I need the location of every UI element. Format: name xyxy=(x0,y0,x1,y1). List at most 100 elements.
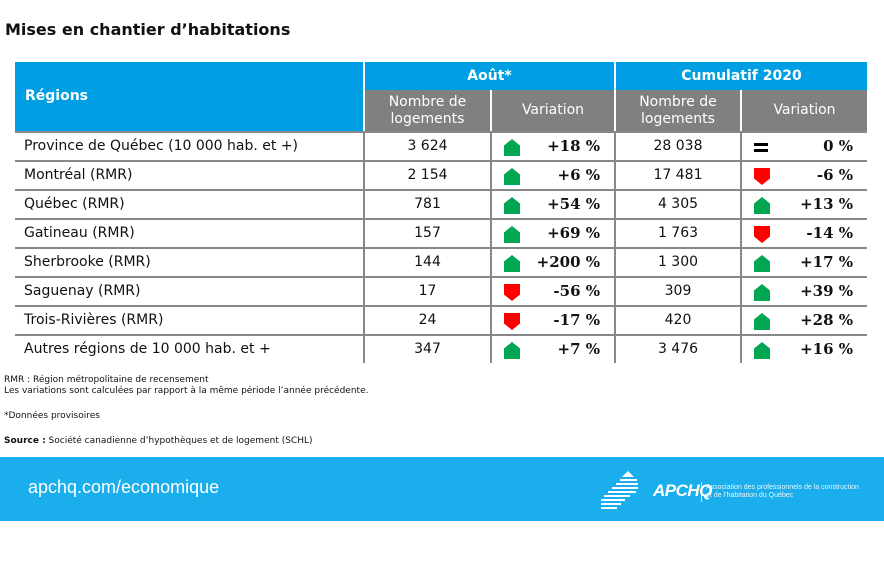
aout-nombre: 781 xyxy=(363,191,490,218)
arrow-down-icon xyxy=(504,284,520,301)
variation-value: -6 % xyxy=(816,166,853,184)
aout-variation-cell: +18 % xyxy=(490,133,614,160)
variation-value: +17 % xyxy=(800,253,853,271)
variation-value: +7 % xyxy=(557,340,600,358)
table-header: Régions Août* Cumulatif 2020 Nombre de lo… xyxy=(15,62,867,131)
cumul-variation-cell: +13 % xyxy=(740,191,867,218)
note-provisoires: *Données provisoires xyxy=(4,411,100,421)
note-rmr: RMR : Région métropolitaine de recenseme… xyxy=(4,375,209,385)
aout-nombre: 157 xyxy=(363,220,490,247)
aout-nombre: 2 154 xyxy=(363,162,490,189)
aout-variation-cell: +7 % xyxy=(490,336,614,363)
cumul-nombre: 17 481 xyxy=(614,162,740,189)
cumul-nombre: 4 305 xyxy=(614,191,740,218)
arrow-up-icon xyxy=(504,255,520,272)
arrow-up-icon xyxy=(504,197,520,214)
source-label: Source : xyxy=(4,436,46,446)
aout-variation-cell: -17 % xyxy=(490,307,614,334)
arrow-up-icon xyxy=(754,197,770,214)
note-variations: Les variations sont calculées par rappor… xyxy=(4,386,369,396)
cumul-nombre: 28 038 xyxy=(614,133,740,160)
page-title: Mises en chantier d’habitations xyxy=(5,20,291,39)
housing-starts-table: Régions Août* Cumulatif 2020 Nombre de lo… xyxy=(15,62,867,363)
variation-value: -56 % xyxy=(553,282,600,300)
aout-nombre: 17 xyxy=(363,278,490,305)
footer-banner: apchq.com/economique APCHQ Association d… xyxy=(0,457,884,521)
cumul-variation-cell: +28 % xyxy=(740,307,867,334)
header-group-cumulatif: Cumulatif 2020 xyxy=(614,62,867,90)
arrow-down-icon xyxy=(754,226,770,243)
association-line2: et de l’habitation du Québec xyxy=(706,492,794,499)
source-text: Société canadienne d’hypothèques et de l… xyxy=(45,436,313,446)
cumul-nombre: 3 476 xyxy=(614,336,740,363)
header-regions: Régions xyxy=(15,62,363,131)
aout-variation-cell: +6 % xyxy=(490,162,614,189)
region-name: Trois-Rivières (RMR) xyxy=(24,312,164,328)
region-name: Saguenay (RMR) xyxy=(24,283,141,299)
table-row: Province de Québec (10 000 hab. et +) 3 6… xyxy=(15,131,867,160)
aout-nombre: 3 624 xyxy=(363,133,490,160)
arrow-up-icon xyxy=(504,226,520,243)
region-name: Autres régions de 10 000 hab. et + xyxy=(24,341,271,357)
aout-nombre: 144 xyxy=(363,249,490,276)
header-group-aout: Août* xyxy=(363,62,614,90)
region-name: Sherbrooke (RMR) xyxy=(24,254,151,270)
aout-variation-cell: -56 % xyxy=(490,278,614,305)
region-name: Province de Québec (10 000 hab. et +) xyxy=(24,138,299,154)
cumul-nombre: 1 300 xyxy=(614,249,740,276)
table-row: Montréal (RMR) 2 154 +6 % 17 481 -6 % xyxy=(15,160,867,189)
variation-value: +54 % xyxy=(547,195,600,213)
variation-value: +28 % xyxy=(800,311,853,329)
header-aout-nombre: Nombre de logements xyxy=(363,90,490,131)
variation-value: +13 % xyxy=(800,195,853,213)
apchq-logo: APCHQ Association des professionnels de … xyxy=(598,469,884,511)
variation-value: -14 % xyxy=(806,224,853,242)
table-row: Québec (RMR) 781 +54 % 4 305 +13 % xyxy=(15,189,867,218)
arrow-up-icon xyxy=(504,168,520,185)
table-row: Trois-Rivières (RMR) 24 -17 % 420 +28 % xyxy=(15,305,867,334)
arrow-down-icon xyxy=(504,313,520,330)
table-row: Autres régions de 10 000 hab. et + 347 +7 … xyxy=(15,334,867,363)
note-source: Source : Société canadienne d’hypothèque… xyxy=(4,436,368,447)
variation-value: +6 % xyxy=(557,166,600,184)
variation-value: +69 % xyxy=(547,224,600,242)
association-name: Association des professionnels de la con… xyxy=(706,484,859,500)
arrow-up-icon xyxy=(504,139,520,156)
variation-value: -17 % xyxy=(553,311,600,329)
variation-value: 0 % xyxy=(823,137,853,155)
variation-value: +39 % xyxy=(800,282,853,300)
arrow-up-icon xyxy=(754,284,770,301)
region-name: Montréal (RMR) xyxy=(24,167,133,183)
header-aout-variation: Variation xyxy=(490,90,614,131)
header-cumul-variation: Variation xyxy=(740,90,867,131)
apchq-house-icon xyxy=(601,471,638,509)
arrow-up-icon xyxy=(754,313,770,330)
cumul-variation-cell: 0 % xyxy=(740,133,867,160)
variation-value: +16 % xyxy=(800,340,853,358)
table-row: Gatineau (RMR) 157 +69 % 1 763 -14 % xyxy=(15,218,867,247)
cumul-variation-cell: +16 % xyxy=(740,336,867,363)
cumul-variation-cell: -14 % xyxy=(740,220,867,247)
aout-variation-cell: +54 % xyxy=(490,191,614,218)
region-name: Gatineau (RMR) xyxy=(24,225,135,241)
aout-nombre: 347 xyxy=(363,336,490,363)
cumul-variation-cell: -6 % xyxy=(740,162,867,189)
header-nombre-line2: logements xyxy=(641,110,715,127)
region-name: Québec (RMR) xyxy=(24,196,125,212)
footnotes: RMR : Région métropolitaine de recenseme… xyxy=(4,375,368,447)
cumul-nombre: 1 763 xyxy=(614,220,740,247)
apchq-brand: APCHQ xyxy=(653,481,712,500)
header-nombre-line1: Nombre de xyxy=(639,93,717,110)
header-cumul-nombre: Nombre de logements xyxy=(614,90,740,131)
website-link[interactable]: apchq.com/economique xyxy=(28,477,220,497)
association-line1: Association des professionnels de la con… xyxy=(706,484,859,491)
equal-icon xyxy=(754,143,768,152)
table-body: Province de Québec (10 000 hab. et +) 3 6… xyxy=(15,131,867,363)
arrow-up-icon xyxy=(754,342,770,359)
aout-variation-cell: +69 % xyxy=(490,220,614,247)
arrow-up-icon xyxy=(754,255,770,272)
cumul-variation-cell: +39 % xyxy=(740,278,867,305)
cumul-variation-cell: +17 % xyxy=(740,249,867,276)
cumul-nombre: 420 xyxy=(614,307,740,334)
header-nombre-line1: Nombre de xyxy=(388,93,467,110)
